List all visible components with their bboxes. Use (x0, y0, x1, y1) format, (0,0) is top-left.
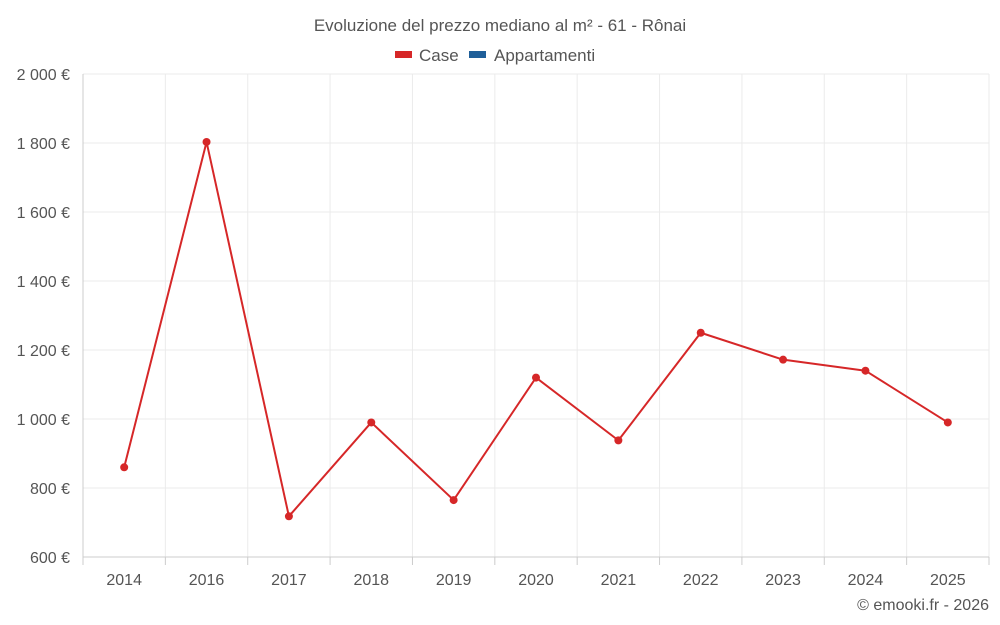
y-tick-label: 800 € (30, 481, 70, 498)
x-tick-label: 2014 (106, 572, 142, 589)
chart-title: Evoluzione del prezzo mediano al m² - 61… (314, 16, 686, 35)
data-point (614, 436, 623, 445)
x-tick-label: 2021 (601, 572, 637, 589)
axis-layer: 600 € 800 € 1 000 € 1 200 € 1 400 € 1 600 € 1 … (17, 67, 990, 589)
data-point (202, 137, 211, 146)
y-tick-label: 600 € (30, 550, 70, 567)
chart-legend: Case Appartamenti (395, 46, 595, 65)
legend-label: Appartamenti (494, 46, 595, 65)
data-point (943, 418, 952, 427)
y-tick-label: 1 400 € (17, 274, 70, 291)
series-layer (120, 137, 952, 521)
credit-text: © emooki.fr - 2026 (857, 597, 989, 614)
x-tick-label: 2025 (930, 572, 966, 589)
y-tick-label: 1 200 € (17, 343, 70, 360)
y-tick-label: 1 800 € (17, 136, 70, 153)
data-point (696, 328, 705, 337)
x-tick-label: 2016 (189, 572, 225, 589)
grid-layer (83, 73, 990, 557)
data-point (284, 512, 293, 521)
legend-label: Case (419, 46, 459, 65)
x-tick-label: 2017 (271, 572, 307, 589)
legend-swatch (395, 51, 412, 58)
x-tick-label: 2018 (353, 572, 389, 589)
data-point (449, 496, 458, 505)
y-tick-label: 1 600 € (17, 205, 70, 222)
y-tick-label: 2 000 € (17, 67, 70, 84)
data-point (861, 366, 870, 375)
x-tick-label: 2022 (683, 572, 719, 589)
x-tick-label: 2019 (436, 572, 472, 589)
data-point (779, 355, 788, 364)
y-tick-label: 1 000 € (17, 412, 70, 429)
x-tick-label: 2023 (765, 572, 801, 589)
data-point (120, 463, 129, 472)
data-point (532, 373, 540, 382)
data-point (367, 418, 376, 427)
legend-swatch (469, 51, 486, 58)
x-tick-label: 2020 (518, 572, 554, 589)
x-tick-label: 2024 (848, 572, 884, 589)
